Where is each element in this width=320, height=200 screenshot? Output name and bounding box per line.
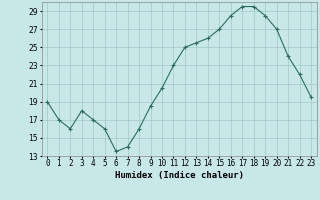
X-axis label: Humidex (Indice chaleur): Humidex (Indice chaleur) bbox=[115, 171, 244, 180]
